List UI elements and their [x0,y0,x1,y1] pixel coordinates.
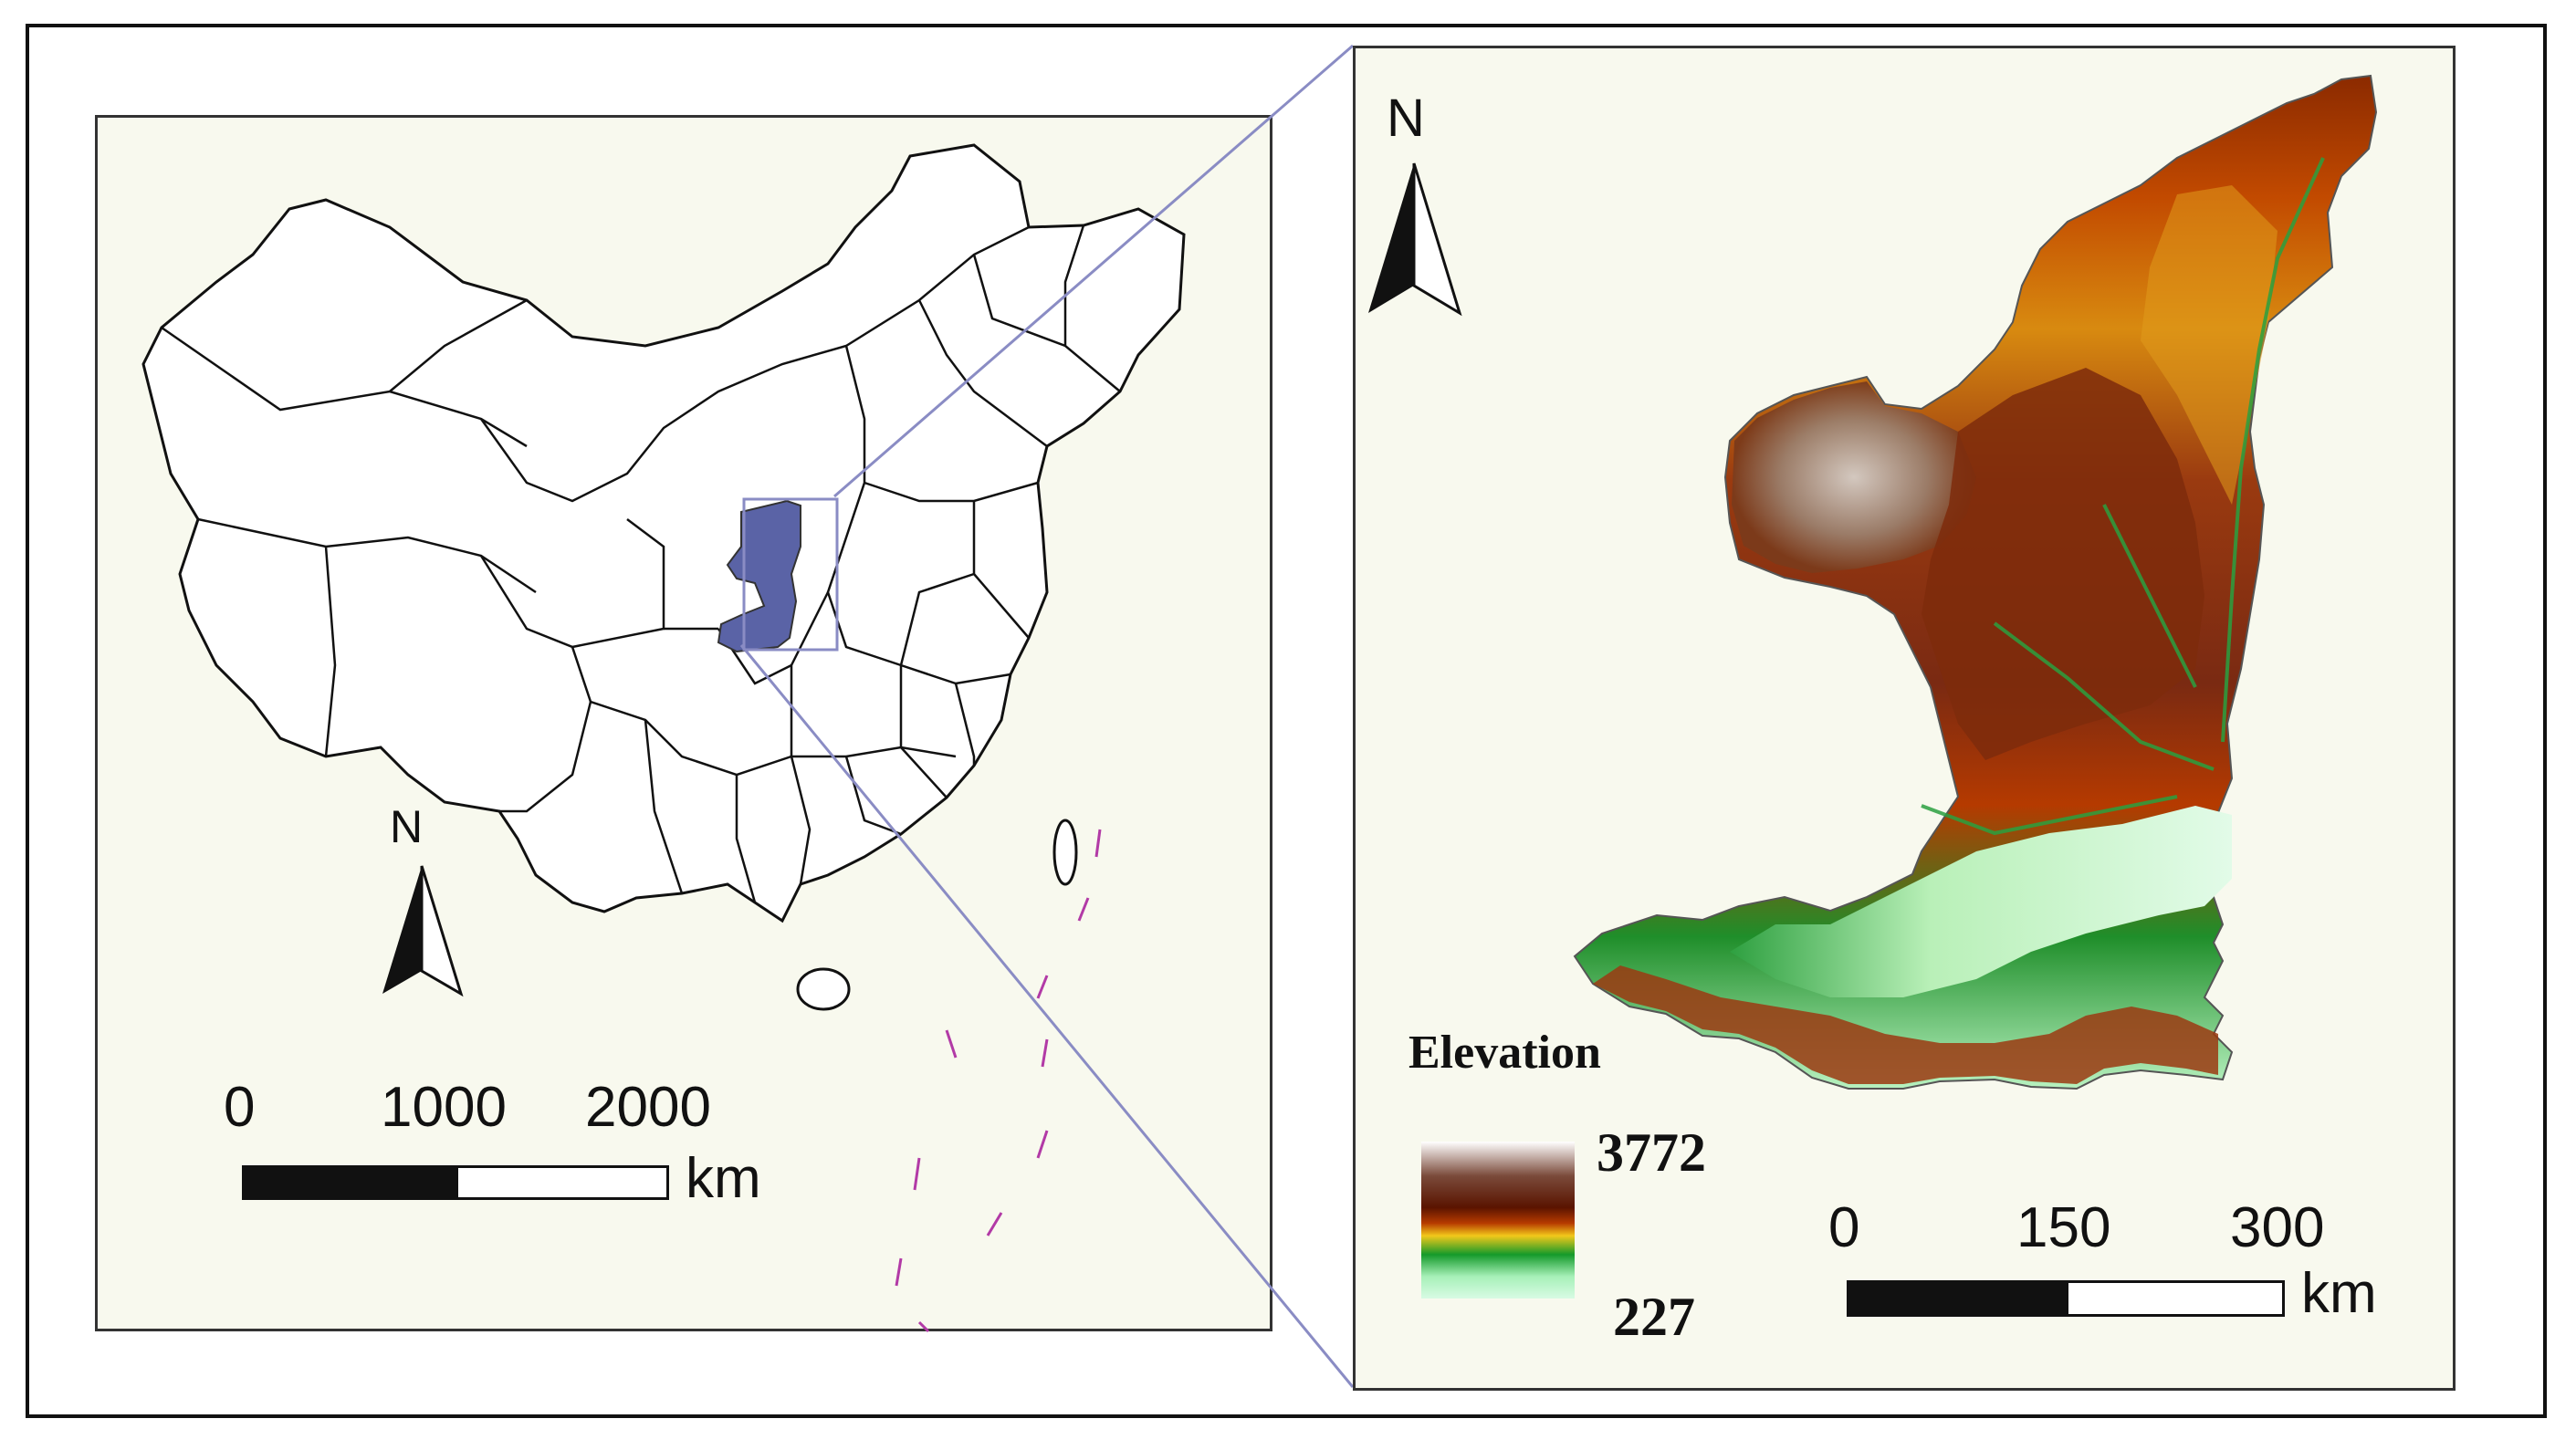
elevation-map [1573,74,2378,1090]
legend-max-label: 3772 [1597,1122,1706,1183]
overview-map-panel: N 0 1000 2000 km [95,115,1272,1333]
study-area-box [742,497,839,652]
overview-scale-unit: km [686,1147,761,1210]
guanzhong-plain [1730,806,2232,997]
taiwan-island [1052,819,1078,886]
overview-north-label: N [390,801,424,852]
northwest-plateau [1732,381,1976,573]
detail-scale-tick-0: 0 [1828,1196,1860,1259]
detail-north-arrow-icon [1368,162,1462,317]
china-outline [141,143,1186,923]
overview-scale-tick-2: 2000 [585,1076,711,1139]
legend-min-label: 227 [1613,1287,1695,1347]
detail-scale-tick-1: 150 [2016,1196,2111,1259]
overview-scale-bar [242,1165,669,1200]
overview-scale-tick-0: 0 [224,1076,256,1139]
overview-scale-tick-1: 1000 [381,1076,507,1139]
northeast-ridges [2141,185,2278,505]
detail-map-panel: N Elevation 3772 227 0 150 300 km [1353,46,2456,1391]
hainan-island [796,967,851,1011]
china-map [141,143,1186,1333]
detail-scale-bar [1847,1280,2285,1317]
legend-title: Elevation [1408,1027,1601,1079]
south-china-sea-dashes [895,829,1102,1333]
detail-scale-tick-2: 300 [2230,1196,2325,1259]
legend-color-ramp [1421,1142,1575,1299]
central-loess-plateau [1922,368,2204,760]
overview-north-arrow-icon [382,865,464,997]
detail-north-label: N [1387,89,1425,148]
river-valleys [1921,157,2325,836]
shaanxi-highlight [717,499,801,653]
overview-scale-bar-black [245,1168,458,1197]
qinling-mountains [1593,965,2218,1084]
detail-scale-bar-black [1849,1283,2068,1314]
province-boundaries [161,224,1121,903]
detail-scale-unit: km [2301,1262,2377,1325]
